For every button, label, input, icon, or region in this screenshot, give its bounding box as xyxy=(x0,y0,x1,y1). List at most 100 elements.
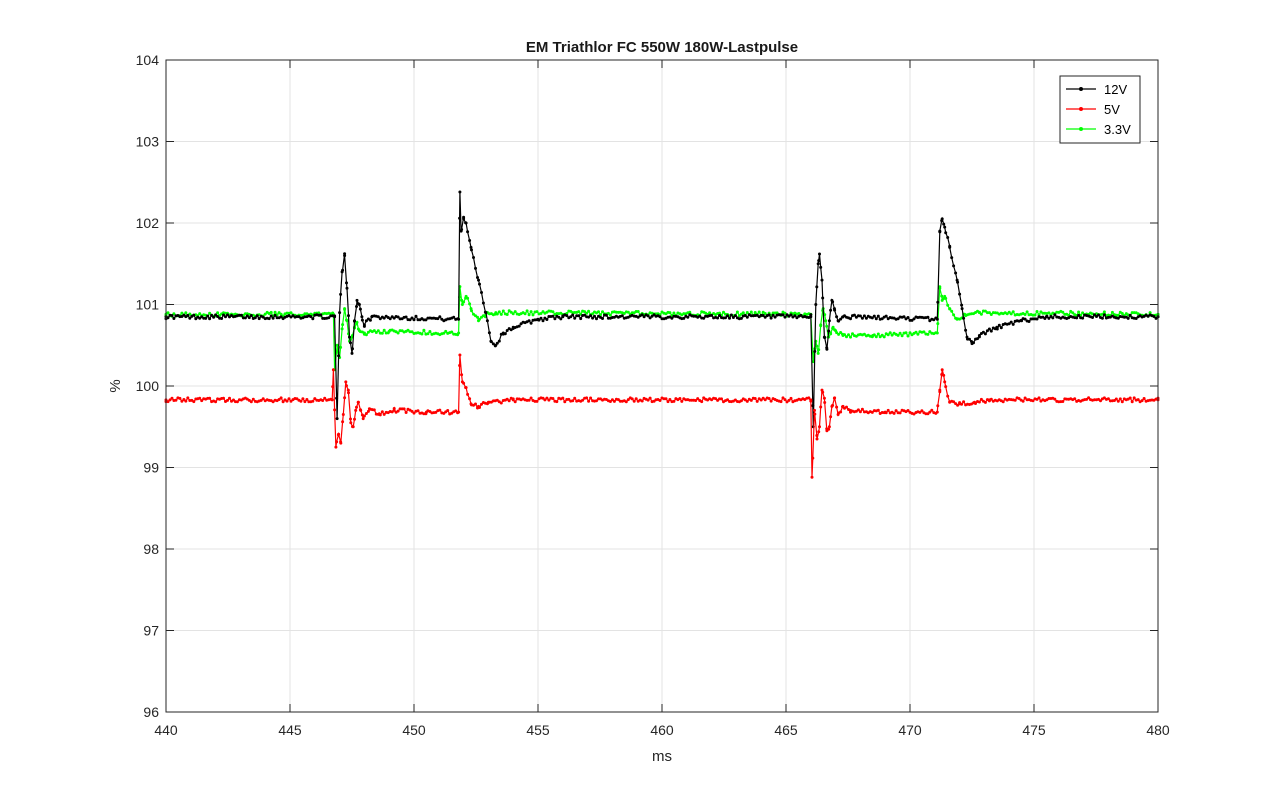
data-point xyxy=(849,317,852,321)
data-point xyxy=(952,400,956,404)
data-point xyxy=(188,316,192,320)
data-point xyxy=(926,332,930,336)
data-point xyxy=(646,398,650,402)
data-point xyxy=(968,337,971,341)
data-point xyxy=(943,225,947,229)
data-point xyxy=(335,343,339,347)
data-point xyxy=(452,315,456,319)
data-point xyxy=(606,311,610,315)
legend-marker xyxy=(1079,127,1083,131)
series-5V xyxy=(164,353,1160,479)
data-point xyxy=(364,412,368,415)
data-point xyxy=(716,316,720,320)
data-point xyxy=(495,341,499,345)
data-point xyxy=(816,351,820,355)
data-point xyxy=(364,333,368,337)
data-point xyxy=(344,380,348,384)
data-point xyxy=(577,310,581,314)
data-point xyxy=(1047,311,1051,315)
data-point xyxy=(457,410,461,414)
data-point xyxy=(874,317,878,321)
data-point xyxy=(470,248,473,252)
data-point xyxy=(468,239,472,242)
data-point xyxy=(410,409,414,413)
data-point xyxy=(491,342,495,346)
data-point xyxy=(928,330,932,334)
data-point xyxy=(587,309,591,313)
data-point xyxy=(775,311,779,315)
data-point xyxy=(543,398,547,402)
data-point xyxy=(940,368,944,372)
data-point xyxy=(979,312,983,316)
data-point xyxy=(759,398,763,402)
data-point xyxy=(1025,310,1029,314)
data-point xyxy=(946,394,950,398)
data-point xyxy=(1023,317,1027,321)
data-point xyxy=(172,317,176,320)
data-point xyxy=(436,317,440,321)
data-point xyxy=(444,329,448,333)
data-point xyxy=(555,400,559,404)
data-point xyxy=(858,314,862,318)
data-point xyxy=(392,408,396,412)
data-point xyxy=(726,398,729,402)
data-point xyxy=(1120,400,1124,404)
data-point xyxy=(944,385,948,389)
data-point xyxy=(908,331,912,335)
data-point xyxy=(972,341,975,345)
data-point xyxy=(1081,316,1085,320)
data-point xyxy=(277,311,281,315)
data-point xyxy=(349,341,352,345)
data-point xyxy=(573,396,577,400)
data-point xyxy=(943,380,947,384)
legend-label: 12V xyxy=(1104,82,1127,97)
data-point xyxy=(785,313,789,317)
data-point xyxy=(882,335,886,339)
data-point xyxy=(249,400,253,404)
legend-item: 12V xyxy=(1066,82,1127,97)
data-point xyxy=(341,420,345,424)
data-point xyxy=(351,347,354,351)
data-point xyxy=(831,325,835,329)
data-point xyxy=(361,417,365,421)
data-point xyxy=(745,399,749,403)
data-point xyxy=(694,399,698,402)
data-point xyxy=(898,331,902,335)
data-point xyxy=(571,399,575,403)
data-point xyxy=(349,417,352,421)
data-point xyxy=(1053,397,1057,401)
data-point xyxy=(735,310,739,314)
data-point xyxy=(198,312,202,316)
data-point xyxy=(335,417,339,421)
data-point xyxy=(767,313,771,317)
data-point xyxy=(335,396,339,400)
data-point xyxy=(251,397,255,401)
data-point xyxy=(170,396,174,400)
y-tick-label: 104 xyxy=(136,52,160,68)
data-point xyxy=(678,397,682,400)
data-point xyxy=(1013,398,1017,402)
data-point xyxy=(813,349,817,353)
data-point xyxy=(825,347,829,351)
data-point xyxy=(1035,317,1039,321)
legend-item: 5V xyxy=(1066,102,1120,117)
data-point xyxy=(763,398,767,402)
data-point xyxy=(478,317,481,321)
data-point xyxy=(938,286,942,290)
data-point xyxy=(178,396,182,400)
data-point xyxy=(501,309,505,313)
data-point xyxy=(753,311,757,314)
data-point xyxy=(1037,396,1041,400)
x-tick-label: 440 xyxy=(154,722,178,738)
data-point xyxy=(835,405,839,409)
data-point xyxy=(952,313,956,317)
data-point xyxy=(1061,310,1065,314)
data-point xyxy=(511,398,515,402)
data-point xyxy=(206,314,210,318)
chart-title: EM Triathlor FC 550W 180W-Lastpulse xyxy=(526,39,798,56)
data-point xyxy=(922,330,926,334)
data-point xyxy=(636,315,640,319)
data-point xyxy=(1114,397,1118,401)
data-point xyxy=(837,332,841,336)
